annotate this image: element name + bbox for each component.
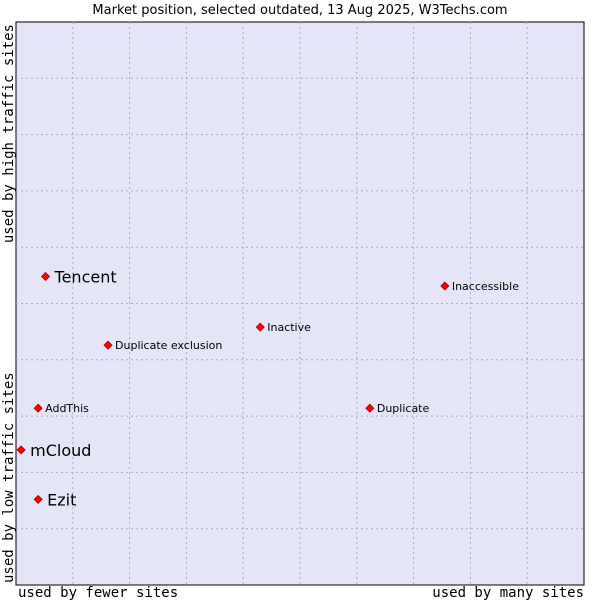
data-points: Tencent Inaccessible Inactive Duplicate exc…: [16, 267, 519, 509]
data-point: mCloud: [16, 441, 91, 460]
chart-title: Market position, selected outdated, 13 A…: [92, 3, 507, 18]
data-point: AddThis: [33, 402, 89, 415]
point-label: Duplicate: [377, 402, 430, 415]
point-marker: [33, 403, 43, 413]
data-point: Duplicate exclusion: [103, 339, 222, 352]
point-marker: [16, 445, 26, 455]
point-marker: [40, 271, 51, 282]
point-marker: [255, 322, 265, 332]
data-point: Inactive: [255, 321, 311, 334]
point-label: Inaccessible: [452, 280, 519, 293]
point-marker: [33, 494, 43, 504]
y-axis-label-bottom: used by low traffic sites: [1, 372, 17, 583]
grid-lines: [16, 22, 584, 585]
data-point: Duplicate: [365, 402, 430, 415]
x-axis-label-right: used by many sites: [432, 585, 584, 600]
point-label: Inactive: [267, 321, 311, 334]
point-label: Tencent: [54, 267, 117, 286]
data-point: Inaccessible: [440, 280, 519, 293]
data-point: Ezit: [33, 490, 76, 509]
x-axis-label-left: used by fewer sites: [18, 585, 178, 600]
point-label: Duplicate exclusion: [115, 339, 222, 352]
point-label: Ezit: [47, 490, 76, 509]
point-label: AddThis: [45, 402, 89, 415]
point-label: mCloud: [30, 441, 91, 460]
point-marker: [365, 403, 375, 413]
y-axis-label-top: used by high traffic sites: [1, 24, 17, 243]
data-point: Tencent: [40, 267, 117, 286]
point-marker: [103, 340, 113, 350]
point-marker: [440, 281, 450, 291]
